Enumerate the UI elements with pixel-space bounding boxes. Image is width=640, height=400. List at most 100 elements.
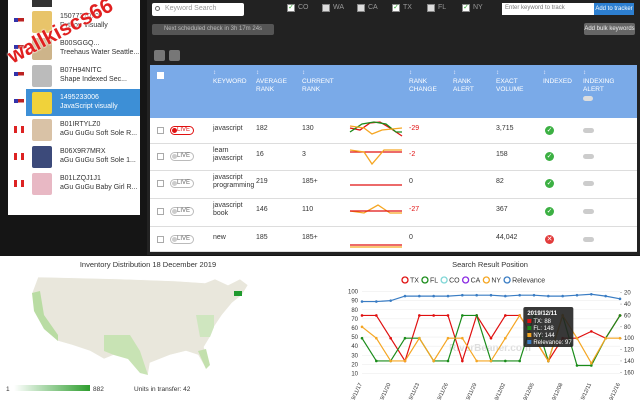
thumbnail: [32, 65, 52, 87]
series-point: [432, 314, 435, 317]
schedule-pill: Next scheduled check in 3h 17m 24s: [152, 24, 274, 35]
sparkline: [350, 244, 402, 248]
column-header: INDEXED: [543, 78, 572, 85]
product-title: aGu GuGu Soft Sole 1...: [60, 157, 136, 164]
state-region: [32, 291, 58, 341]
series-point: [403, 336, 407, 340]
x-tick-label: 2019/11/26: [433, 382, 450, 400]
average-rank: 219: [256, 178, 268, 185]
x-tick-label: 2019/12/05: [519, 382, 536, 400]
tooltip-swatch: [527, 319, 532, 323]
series-point: [604, 294, 607, 298]
sort-icon: ↕: [409, 70, 412, 76]
y2-tick-label: 100: [624, 336, 635, 342]
tooltip-swatch: [527, 326, 532, 330]
sort-icon: ↕: [583, 70, 586, 76]
product-title: aGu GuGu Baby Girl R...: [60, 184, 138, 191]
legend-label: CO: [449, 278, 460, 285]
column-header: RANK ALERT: [453, 78, 474, 93]
product-id: B01LZQJ1J1: [60, 175, 101, 182]
map-units: Units in transfer: 42: [134, 386, 191, 393]
thumbnail: [32, 11, 52, 33]
sparkline: [349, 204, 402, 214]
live-dot: [172, 154, 177, 159]
thumbnail: [32, 0, 52, 7]
live-badge[interactable]: LIVE: [170, 152, 194, 161]
sidebar: 1507727070 Python Visually B00SGGQ... Treeh…: [8, 0, 140, 215]
series-point: [518, 314, 521, 317]
thumbnail: [32, 173, 52, 195]
table-row: LIVE javascript book 146 110 -27 367 ✓: [150, 199, 637, 227]
tooltip-line: TX: 88: [533, 319, 551, 325]
sort-icon: ↕: [543, 70, 546, 76]
thumbnail: [32, 38, 52, 60]
chart-watermark: RiverBeaner.com: [449, 343, 531, 354]
indexing-toggle[interactable]: [583, 154, 594, 159]
flag: [14, 45, 24, 52]
series-point: [418, 314, 421, 317]
region-label: NY: [473, 4, 483, 11]
legend-marker: [503, 276, 511, 284]
indexing-toggle[interactable]: [583, 209, 594, 214]
series-point: [375, 359, 378, 363]
series-point: [360, 314, 364, 317]
series-point: [575, 293, 579, 297]
flag-canton: [14, 72, 18, 76]
flag: [14, 180, 24, 187]
icon-button: [154, 50, 165, 61]
y2-tick-label: 20: [624, 291, 631, 297]
product-id: B06X9R7MRX: [60, 148, 106, 155]
sparkline-path: [349, 149, 402, 166]
keyword: javascript programming: [213, 174, 255, 189]
sort-icon: ↕: [496, 70, 499, 76]
live-badge[interactable]: LIVE: [170, 126, 194, 135]
series-point: [504, 336, 507, 340]
live-badge[interactable]: LIVE: [170, 179, 194, 188]
chart-title: Search Result Position: [452, 260, 528, 269]
rank-change: -29: [409, 125, 420, 132]
exact-volume: 367: [496, 206, 508, 213]
indexed-icon: ✓: [545, 126, 554, 135]
product-title: Shape Indexed Sec...: [60, 76, 127, 83]
series-point: [604, 336, 607, 340]
average-rank: 182: [256, 125, 268, 132]
thumbnail: [32, 92, 52, 114]
live-badge[interactable]: LIVE: [170, 207, 194, 216]
indexing-toggle[interactable]: [583, 181, 594, 186]
indexing-toggle[interactable]: [583, 237, 594, 242]
flag-canton: [14, 99, 18, 103]
row-checkbox: [157, 236, 164, 243]
flag: [14, 153, 24, 160]
series-point: [590, 330, 593, 333]
track-button[interactable]: Add to tracker: [594, 3, 634, 15]
product-title: Python Visually: [60, 22, 108, 29]
current-rank: 3: [302, 151, 306, 158]
keyword: learn javascript: [213, 147, 243, 162]
sparkline: [349, 121, 403, 137]
flag: [14, 99, 24, 106]
rank-change: 0: [409, 178, 413, 185]
icon-button: [169, 50, 180, 61]
series-point: [618, 336, 622, 340]
indexed-icon: ✓: [545, 179, 554, 188]
indexing-toggle[interactable]: [583, 128, 594, 133]
live-dot: [172, 128, 177, 133]
legend-label: TX: [410, 278, 419, 285]
series-point: [389, 299, 392, 302]
bulk-button[interactable]: Add bulk keywords: [584, 23, 635, 35]
sparkline-path: [349, 121, 402, 133]
average-rank: 16: [256, 151, 264, 158]
y2-tick-label: 120: [624, 348, 635, 354]
series-point: [375, 336, 378, 340]
column-header: CURRENT RANK: [302, 78, 334, 93]
map-legend-min: 1: [6, 386, 10, 393]
legend-label: NY: [491, 278, 501, 285]
series-point: [360, 325, 364, 329]
y-tick-label: 70: [351, 317, 358, 323]
live-badge[interactable]: LIVE: [170, 235, 194, 244]
table-row: LIVE javascript 182 130 -29 3,715 ✓: [150, 118, 637, 144]
series-point: [446, 314, 450, 317]
rank-change: -2: [409, 151, 416, 158]
keyword: javascript book: [213, 202, 243, 217]
x-tick-label: 2019/12/02: [490, 382, 507, 400]
